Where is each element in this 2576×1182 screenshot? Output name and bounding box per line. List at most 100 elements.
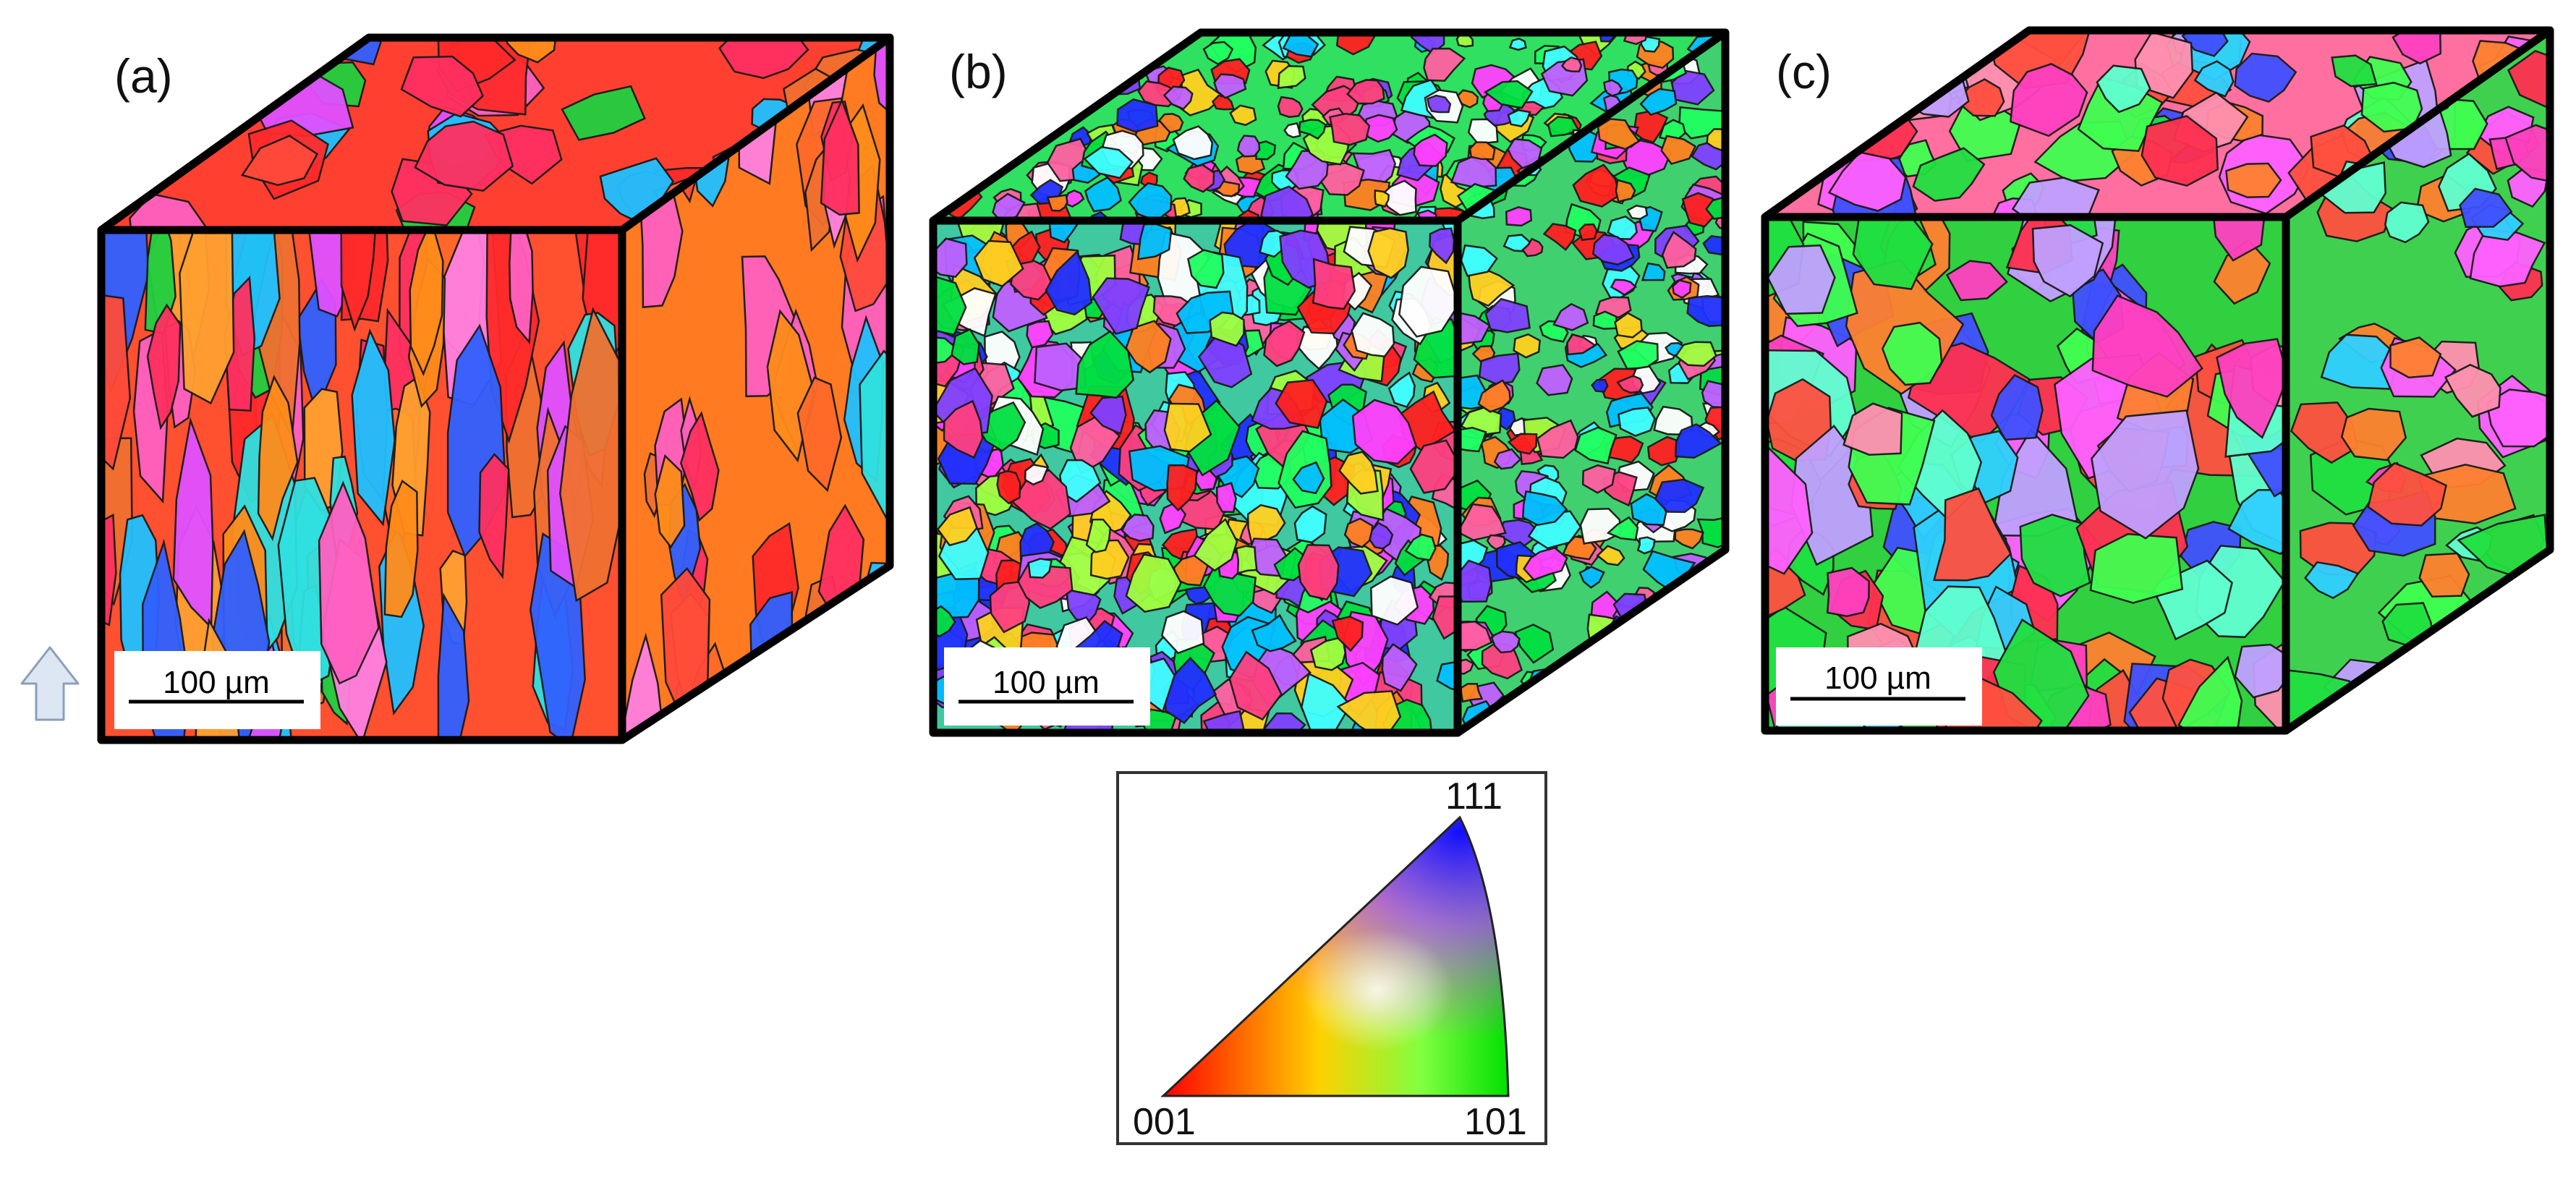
grain xyxy=(1049,33,1102,51)
grain xyxy=(561,85,646,141)
grain xyxy=(2389,336,2442,379)
grain xyxy=(1024,464,1050,486)
grain xyxy=(2234,643,2286,699)
grain xyxy=(1591,234,1636,266)
grain xyxy=(2227,488,2286,556)
grain xyxy=(257,374,299,542)
grain xyxy=(2411,650,2459,681)
grain xyxy=(796,376,843,493)
grain xyxy=(1346,79,1385,105)
grain xyxy=(1508,37,1527,51)
grain xyxy=(2459,187,2513,228)
ipf-label-001: 001 xyxy=(1133,1101,1196,1143)
grain xyxy=(951,328,980,365)
grain xyxy=(1547,116,1580,137)
grain xyxy=(1213,73,1247,99)
grain xyxy=(1085,33,1121,54)
grain xyxy=(1686,640,1725,671)
grain xyxy=(1410,33,1445,55)
grain xyxy=(318,480,380,685)
grain xyxy=(1686,671,1722,692)
grain xyxy=(992,133,1015,152)
grain xyxy=(1045,250,1093,316)
grain xyxy=(1070,33,1109,56)
grain xyxy=(1193,517,1238,572)
grain xyxy=(1912,147,1986,202)
grain xyxy=(1125,320,1172,374)
grain xyxy=(1674,423,1722,459)
ipf-label-101: 101 xyxy=(1464,1101,1527,1143)
grain xyxy=(1493,448,1522,470)
grain xyxy=(1458,503,1507,542)
grain xyxy=(1616,375,1644,394)
grain xyxy=(1432,595,1458,640)
grain xyxy=(1686,294,1725,328)
grain xyxy=(933,276,967,336)
scale-bar-label-a: 100 µm xyxy=(163,665,270,700)
grain xyxy=(1699,680,1722,702)
grain xyxy=(1696,600,1725,627)
grain xyxy=(1618,407,1656,437)
grain xyxy=(1277,65,1306,90)
grain xyxy=(1075,330,1135,399)
grain xyxy=(1597,118,1641,150)
grain xyxy=(943,399,984,459)
grain xyxy=(1591,647,1610,664)
grain xyxy=(1699,683,1725,706)
grain xyxy=(1583,664,1627,700)
grain xyxy=(1617,340,1659,370)
grain xyxy=(2363,692,2428,731)
grain xyxy=(2213,239,2271,305)
grain xyxy=(820,98,860,216)
grain xyxy=(1523,547,1568,582)
grain xyxy=(2091,409,2200,540)
grain xyxy=(509,230,534,344)
grain xyxy=(1536,419,1579,459)
scale-bar-label-c: 100 µm xyxy=(1824,660,1931,696)
grain xyxy=(1076,52,1102,75)
grain xyxy=(2504,124,2550,186)
grain xyxy=(1666,625,1701,656)
grain xyxy=(240,135,319,187)
grain xyxy=(1578,223,1598,242)
grain xyxy=(1046,194,1068,212)
grain xyxy=(1826,566,1870,618)
grain xyxy=(1209,311,1245,347)
grain xyxy=(2134,30,2194,99)
panel-a: (a) 100 µm xyxy=(97,33,894,744)
cube-a xyxy=(97,33,894,744)
grain xyxy=(2089,533,2184,604)
grain xyxy=(1507,433,1538,455)
grain xyxy=(1331,616,1364,652)
grain xyxy=(1631,709,1658,733)
grain xyxy=(992,192,1026,221)
grain xyxy=(1423,47,1466,82)
grain xyxy=(1172,125,1214,161)
grain xyxy=(1654,478,1705,514)
grain xyxy=(146,303,182,430)
grain xyxy=(1522,490,1568,527)
grain xyxy=(963,153,990,174)
grain xyxy=(1045,64,1074,85)
grain xyxy=(1614,312,1643,339)
grain xyxy=(936,506,978,547)
grain xyxy=(1603,79,1623,97)
grain xyxy=(1166,464,1198,511)
grain xyxy=(1626,204,1649,220)
grain xyxy=(1657,645,1688,673)
grain xyxy=(933,157,958,182)
grain xyxy=(1298,119,1327,140)
grain xyxy=(1521,237,1544,258)
grain xyxy=(933,142,965,177)
grain xyxy=(1283,122,1301,139)
panel-label-c: (c) xyxy=(1776,45,1832,98)
grain xyxy=(1228,650,1283,721)
grain xyxy=(1990,374,2044,441)
cube-b xyxy=(929,28,1730,737)
grain xyxy=(1387,371,1416,408)
grain xyxy=(654,454,686,549)
grain xyxy=(2096,64,2151,114)
grain xyxy=(2141,115,2219,187)
grain xyxy=(2340,407,2407,462)
grain xyxy=(1404,533,1437,561)
